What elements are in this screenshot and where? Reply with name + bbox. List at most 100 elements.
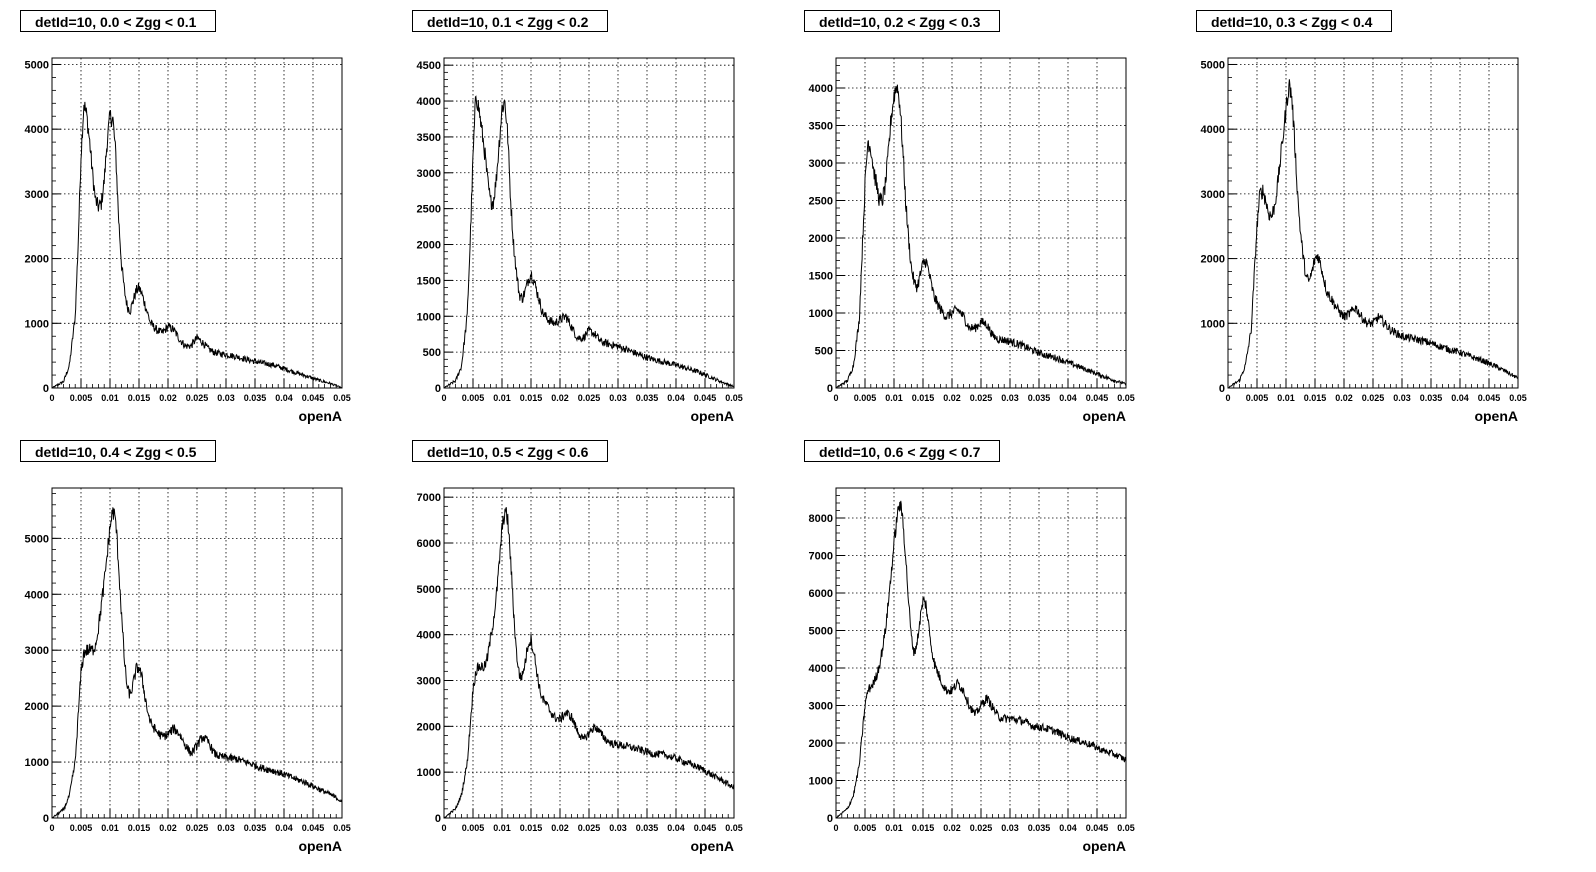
x-tick-label: 0.05 [725, 393, 743, 403]
x-tick-label: 0.035 [1028, 393, 1051, 403]
x-tick-label: 0.015 [1304, 393, 1327, 403]
y-tick-label: 5000 [417, 584, 441, 596]
x-tick-label: 0.02 [551, 823, 569, 833]
chart-title: detId=10, 0.1 < Zgg < 0.2 [412, 10, 608, 32]
y-tick-label: 2000 [417, 721, 441, 733]
y-tick-label: 3000 [809, 701, 833, 713]
x-tick-label: 0.015 [128, 823, 151, 833]
histogram-pad: detId=10, 0.3 < Zgg < 0.4 0 0.005 0.01 0.015… [1196, 8, 1556, 428]
y-tick-label: 2000 [809, 738, 833, 750]
x-tick-label: 0.015 [520, 823, 543, 833]
x-tick-label: 0.05 [1117, 393, 1135, 403]
x-axis-label: openA [298, 408, 342, 424]
y-tick-label: 8000 [809, 513, 833, 525]
x-tick-label: 0.035 [636, 393, 659, 403]
y-tick-label: 4500 [417, 60, 441, 72]
y-tick-label: 0 [435, 813, 441, 825]
x-axis-label: openA [298, 838, 342, 854]
x-tick-label: 0.045 [302, 823, 325, 833]
x-tick-label: 0.02 [551, 393, 569, 403]
x-tick-label: 0.02 [943, 393, 961, 403]
plot-svg: 0 0.005 0.01 0.015 0.02 0.025 0.03 0.035 0.04 0.0… [25, 487, 351, 833]
x-tick-label: 0.045 [694, 393, 717, 403]
histogram-series [835, 84, 1127, 389]
x-tick-label: 0 [441, 393, 446, 403]
x-tick-label: 0.03 [217, 823, 235, 833]
y-tick-label: 3000 [1201, 189, 1225, 201]
chart-title: detId=10, 0.0 < Zgg < 0.1 [20, 10, 216, 32]
y-tick-label: 1500 [417, 275, 441, 287]
x-tick-label: 0.035 [1028, 823, 1051, 833]
histogram-pad: detId=10, 0.2 < Zgg < 0.3 0 0.005 0.01 0.015… [804, 8, 1164, 428]
x-axis-label: openA [1474, 408, 1518, 424]
x-tick-label: 0.03 [1001, 393, 1019, 403]
x-tick-label: 0.025 [578, 823, 601, 833]
histogram-series [443, 95, 735, 389]
y-tick-label: 0 [1219, 383, 1225, 395]
histogram-pad: detId=10, 0.0 < Zgg < 0.1 0 0.005 0.01 0.015… [20, 8, 380, 428]
plot-svg: 0 0.005 0.01 0.015 0.02 0.025 0.03 0.035 0.04 0.0… [809, 57, 1135, 403]
x-tick-label: 0.05 [1117, 823, 1135, 833]
x-tick-label: 0.025 [970, 823, 993, 833]
y-tick-label: 7000 [809, 551, 833, 563]
y-tick-label: 1500 [809, 271, 833, 283]
x-tick-label: 0 [49, 823, 54, 833]
y-tick-label: 0 [827, 383, 833, 395]
x-axis-label: openA [690, 838, 734, 854]
y-tick-label: 2500 [417, 204, 441, 216]
x-tick-label: 0 [441, 823, 446, 833]
x-tick-label: 0.04 [667, 393, 685, 403]
x-tick-label: 0 [1225, 393, 1230, 403]
x-tick-label: 0 [833, 393, 838, 403]
chart-title: detId=10, 0.5 < Zgg < 0.6 [412, 440, 608, 462]
x-tick-label: 0.05 [333, 823, 351, 833]
x-tick-label: 0.02 [1335, 393, 1353, 403]
y-tick-label: 3000 [417, 168, 441, 180]
y-tick-label: 7000 [417, 492, 441, 504]
y-tick-label: 3000 [25, 645, 49, 657]
x-tick-label: 0.04 [1059, 393, 1077, 403]
y-tick-label: 3000 [809, 158, 833, 170]
x-tick-label: 0.01 [885, 393, 903, 403]
x-tick-label: 0.045 [1478, 393, 1501, 403]
y-tick-label: 5000 [809, 626, 833, 638]
plot-svg: 0 0.005 0.01 0.015 0.02 0.025 0.03 0.035 0.04 0.0… [1201, 57, 1527, 403]
y-tick-label: 0 [43, 813, 49, 825]
y-tick-label: 500 [423, 347, 441, 359]
y-tick-label: 6000 [417, 538, 441, 550]
plot-svg: 0 0.005 0.01 0.015 0.02 0.025 0.03 0.035 0.04 0.0… [417, 487, 743, 833]
x-tick-label: 0.05 [1509, 393, 1527, 403]
y-tick-label: 3500 [417, 132, 441, 144]
x-axis-label: openA [1082, 838, 1126, 854]
y-tick-label: 1000 [417, 767, 441, 779]
y-tick-label: 4000 [809, 83, 833, 95]
x-tick-label: 0.045 [1086, 393, 1109, 403]
x-tick-label: 0.035 [636, 823, 659, 833]
x-tick-label: 0.02 [159, 823, 177, 833]
x-tick-label: 0.01 [101, 393, 119, 403]
x-tick-label: 0.03 [1393, 393, 1411, 403]
y-tick-label: 0 [43, 383, 49, 395]
x-tick-label: 0.04 [275, 823, 293, 833]
x-tick-label: 0.025 [186, 823, 209, 833]
x-tick-label: 0.01 [101, 823, 119, 833]
x-tick-label: 0.005 [854, 823, 877, 833]
x-tick-label: 0.035 [1420, 393, 1443, 403]
x-tick-label: 0.045 [302, 393, 325, 403]
x-tick-label: 0.04 [1451, 393, 1469, 403]
y-tick-label: 500 [815, 346, 833, 358]
y-tick-label: 1000 [809, 308, 833, 320]
x-tick-label: 0.025 [186, 393, 209, 403]
x-tick-label: 0.01 [885, 823, 903, 833]
x-tick-label: 0.005 [1246, 393, 1269, 403]
y-tick-label: 2500 [809, 196, 833, 208]
x-tick-label: 0.035 [244, 823, 267, 833]
y-tick-label: 0 [827, 813, 833, 825]
y-tick-label: 6000 [809, 588, 833, 600]
histogram-series [51, 507, 343, 819]
y-tick-label: 5000 [25, 59, 49, 71]
histogram-pad: detId=10, 0.6 < Zgg < 0.7 0 0.005 0.01 0.015… [804, 438, 1164, 858]
y-tick-label: 4000 [417, 630, 441, 642]
x-tick-label: 0.05 [333, 393, 351, 403]
x-tick-label: 0.025 [578, 393, 601, 403]
